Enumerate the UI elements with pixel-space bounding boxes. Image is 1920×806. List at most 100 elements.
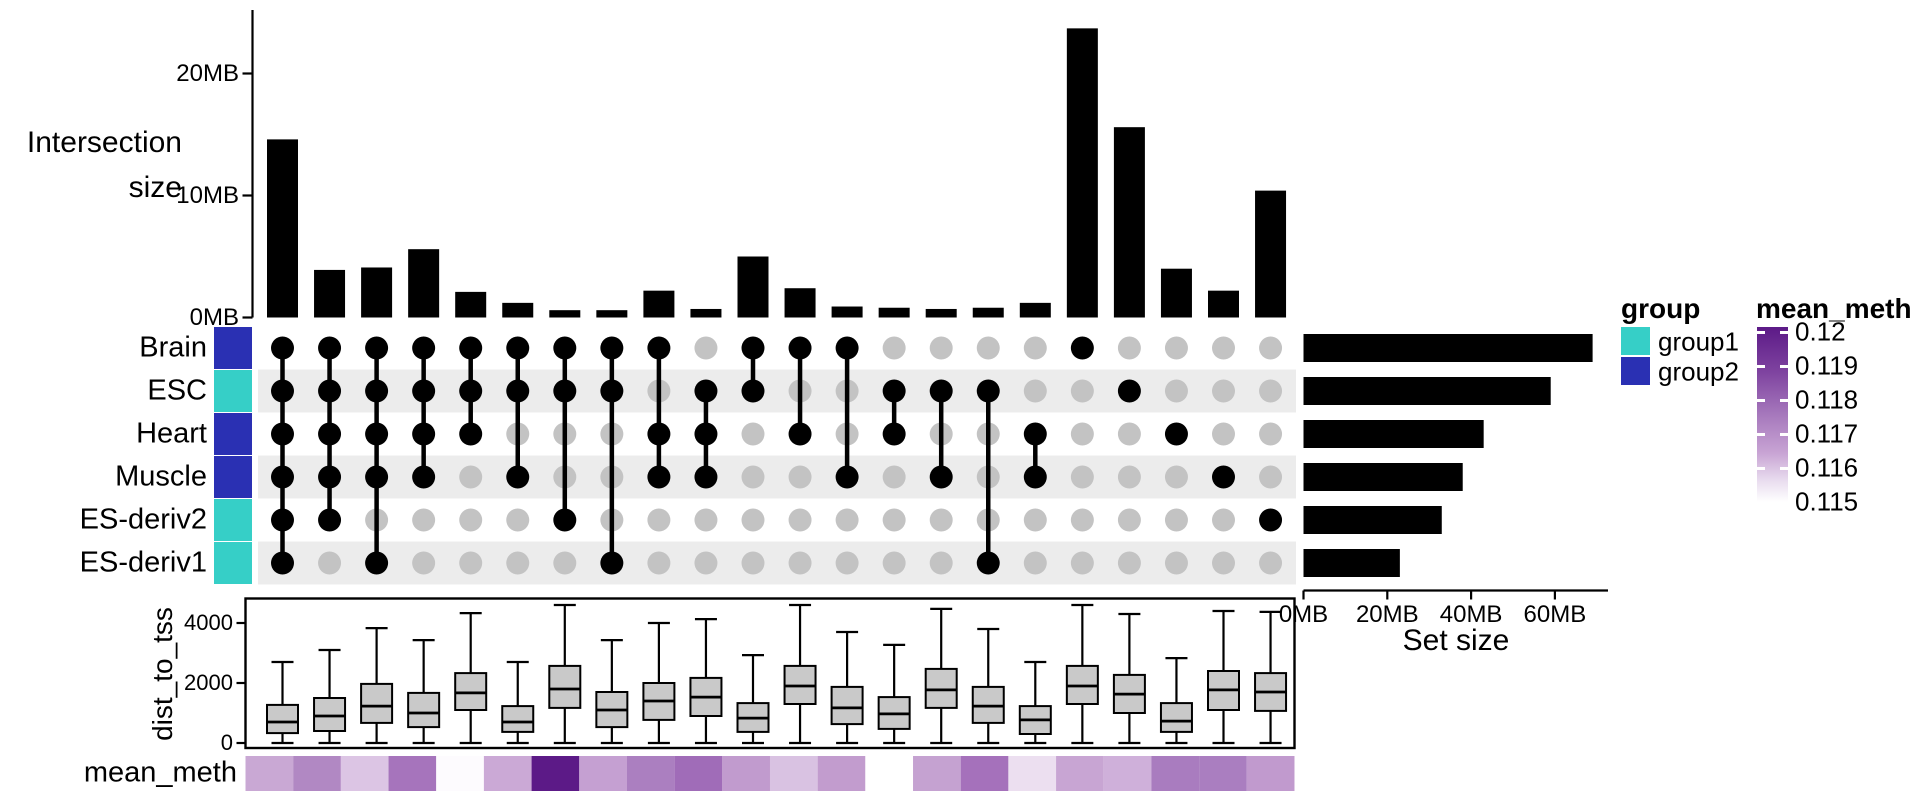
matrix-dot-inactive [318,551,342,575]
meth-legend-tick [1757,466,1765,470]
matrix-dot-inactive [788,508,812,532]
matrix-dot-inactive [1259,551,1283,575]
matrix-dot-inactive [1070,551,1094,575]
matrix-dot-active [365,379,389,403]
matrix-dot-inactive [835,551,859,575]
meth-legend-tick-label: 0.118 [1795,384,1859,415]
matrix-dot-active [365,422,389,446]
matrix-dot-active [271,336,294,360]
boxplot-box [548,664,582,709]
matrix-dot-inactive [1259,465,1283,489]
matrix-dot-inactive [1023,508,1047,532]
matrix-dot-active [318,336,342,360]
set-size-tick-label: 0MB [1278,601,1329,628]
group-legend-label: group1 [1658,326,1739,357]
matrix-dot-inactive [1070,379,1094,403]
meth-cell [913,756,961,791]
matrix-dot-active [741,379,765,403]
matrix-dot-inactive [788,465,812,489]
intersection-bar [784,288,816,318]
meth-legend-tick [1757,398,1765,402]
meth-legend-tick-label: 0.117 [1795,418,1859,449]
meth-legend-tick-label: 0.12 [1795,316,1846,347]
meth-cell [579,756,627,791]
matrix-dot-active [506,379,530,403]
matrix-dot-inactive [1164,465,1188,489]
set-group-swatch [214,370,252,412]
intersection-bar [502,302,534,318]
meth-cell [960,756,1009,791]
matrix-dot-inactive [976,336,1000,360]
meth-legend-tick-label: 0.115 [1795,486,1859,517]
intersection-bar [408,249,440,318]
matrix-dot-active [882,379,906,403]
boxplot-tick-label: 4000 [184,610,233,635]
matrix-dot-inactive [506,551,530,575]
matrix-dot-inactive [1117,508,1141,532]
matrix-dot-inactive [929,508,953,532]
matrix-dot-inactive [694,508,718,532]
matrix-dot-inactive [1212,336,1235,360]
meth-cell [817,756,866,791]
meth-cell [722,756,770,791]
matrix-dot-active [412,422,436,446]
matrix-dot-inactive [882,465,906,489]
matrix-dot-inactive [1164,551,1188,575]
matrix-dot-active [1164,422,1188,446]
set-size-bar [1303,506,1442,534]
matrix-dot-inactive [1164,379,1188,403]
matrix-dot-active [271,422,294,446]
meth-legend-tick [1780,432,1788,436]
set-group-swatch [214,456,252,498]
set-group-swatch [214,327,252,369]
matrix-dot-inactive [412,551,436,575]
matrix-dot-active [459,336,483,360]
matrix-dot-active [318,422,342,446]
meth-legend-tick [1780,330,1788,334]
boxplot-tick-label: 0 [220,730,233,755]
matrix-dot-active [600,551,624,575]
matrix-dot-active [412,379,436,403]
matrix-dot-active [271,465,294,489]
matrix-dot-inactive [1117,551,1141,575]
matrix-dot-inactive [1164,336,1188,360]
intersection-bar [737,256,769,318]
matrix-dot-inactive [835,508,859,532]
matrix-dot-inactive [459,551,483,575]
matrix-dot-active [506,336,530,360]
matrix-dot-active [271,508,294,532]
matrix-dot-inactive [1259,336,1283,360]
matrix-dot-active [459,379,483,403]
meth-cell [531,756,580,791]
matrix-dot-inactive [1212,379,1235,403]
matrix-dot-inactive [1023,336,1047,360]
set-size-bar [1303,334,1593,362]
matrix-dot-inactive [1117,465,1141,489]
set-row-label: Muscle [115,460,207,493]
matrix-dot-inactive [1117,336,1141,360]
matrix-dot-inactive [506,508,530,532]
set-size-bar [1303,420,1484,448]
set-size-tick-label: 60MB [1523,601,1587,628]
matrix-dot-active [1023,422,1047,446]
matrix-dot-active [365,465,389,489]
matrix-dot-active [788,336,812,360]
matrix-dot-active [1259,508,1283,532]
meth-cell [436,756,484,791]
matrix-dot-active [365,551,389,575]
meth-legend-tick [1757,364,1765,368]
matrix-dot-active [694,422,718,446]
matrix-dot-active [412,465,436,489]
intersection-bar [925,308,957,318]
set-size-bar [1303,463,1463,491]
set-size-bar [1303,549,1400,577]
intersection-bar [1019,302,1051,318]
set-row-label: Heart [136,417,207,450]
matrix-dot-active [412,336,436,360]
set-group-swatch [214,413,252,455]
matrix-dot-active [459,422,483,446]
matrix-dot-inactive [1070,422,1094,446]
intersection-bar [1255,190,1287,318]
matrix-dot-inactive [1023,379,1047,403]
